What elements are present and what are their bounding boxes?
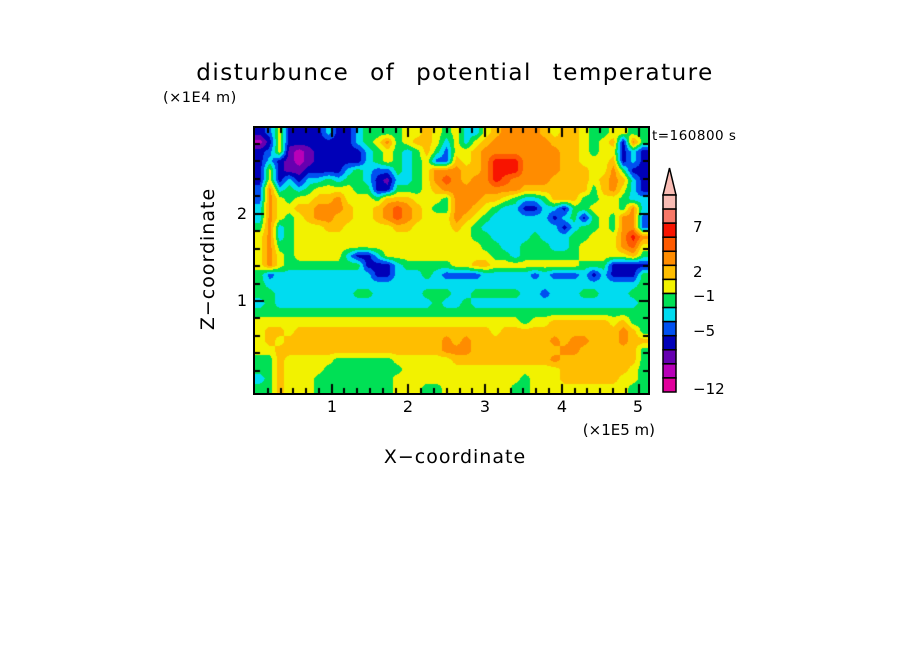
colorbar: [662, 167, 677, 393]
colorbar-segment-11: [662, 349, 677, 365]
colorbar-segment-13: [662, 377, 677, 393]
time-annotation: t=160800 s: [652, 128, 737, 144]
colorbar-label-−12: −12: [693, 380, 725, 398]
y-tick-label-2: 2: [236, 204, 247, 223]
colorbar-segment-6: [662, 278, 677, 295]
colorbar-segment-9: [662, 320, 677, 337]
colorbar-segment-5: [662, 264, 677, 281]
colorbar-segment-8: [662, 306, 677, 323]
plot-title: disturbunce of potential temperature: [196, 60, 714, 86]
colorbar-label-2: 2: [693, 263, 703, 281]
colorbar-segment-7: [662, 292, 677, 309]
colorbar-label-7: 7: [693, 218, 703, 236]
colorbar-segment-10: [662, 334, 677, 351]
colorbar-arrow: [662, 167, 677, 196]
colorbar-label-−5: −5: [693, 322, 716, 340]
x-tick-label-1: 1: [326, 397, 338, 416]
x-axis-unit-label: (×1E5 m): [582, 421, 655, 439]
colorbar-label-−1: −1: [693, 287, 716, 305]
colorbar-segment-3: [662, 236, 677, 253]
x-tick-label-5: 5: [632, 397, 644, 416]
plot-area: [253, 126, 650, 395]
colorbar-segment-12: [662, 363, 677, 379]
colorbar-segment-2: [662, 222, 677, 238]
y-tick-label-1: 1: [236, 291, 247, 310]
x-tick-label-4: 4: [556, 397, 568, 416]
x-axis-title: X−coordinate: [383, 446, 527, 468]
x-tick-label-3: 3: [479, 397, 491, 416]
x-tick-label-2: 2: [402, 397, 414, 416]
y-axis-title: Z−coordinate: [197, 187, 219, 331]
y-axis-unit-label: (×1E4 m): [163, 90, 237, 106]
colorbar-segment-4: [662, 250, 677, 267]
colorbar-segment-1: [662, 208, 677, 224]
contour-field-canvas: [255, 128, 648, 393]
colorbar-segment-0: [662, 194, 677, 210]
